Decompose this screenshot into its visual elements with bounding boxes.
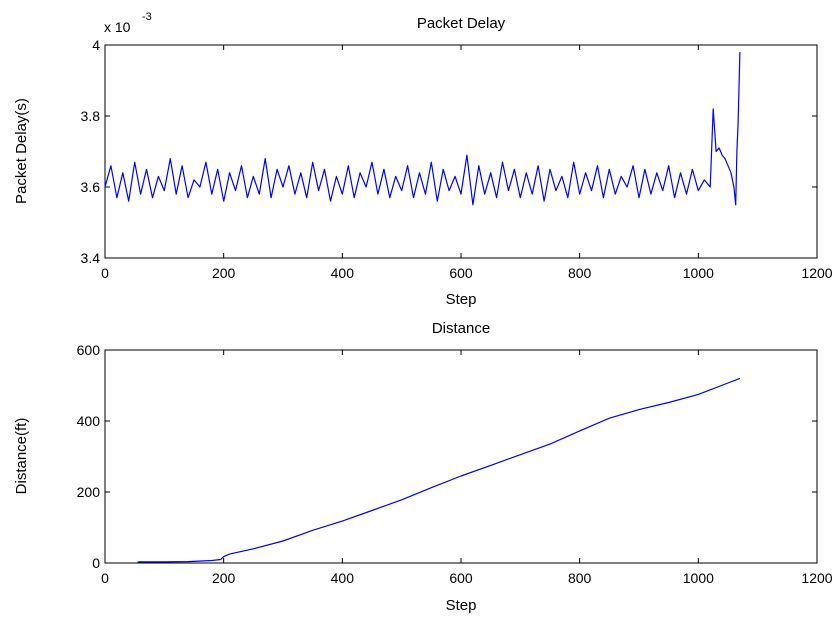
x-tick-label: 200 bbox=[212, 570, 236, 586]
y-tick-label: 3.6 bbox=[81, 179, 101, 195]
y-tick-label: 400 bbox=[77, 413, 101, 429]
packet-delay-title: Packet Delay bbox=[417, 15, 506, 32]
distance-plot-area bbox=[104, 349, 818, 564]
distance-title: Distance bbox=[432, 320, 490, 337]
y-tick-label: 0 bbox=[92, 555, 100, 571]
distance-axes: Distance Step Distance(ft) 0 200 400 600 800… bbox=[13, 320, 833, 614]
series-line-0 bbox=[104, 52, 741, 206]
packet-delay-axes: Packet Delay Step Packet Delay(s) x 10 -… bbox=[13, 11, 833, 308]
packet-delay-xlabel: Step bbox=[446, 291, 477, 308]
x-tick-label: 600 bbox=[449, 265, 473, 281]
y-tick-label: 4 bbox=[92, 37, 100, 53]
x-tick-label: 800 bbox=[568, 570, 592, 586]
y-tick-label: 600 bbox=[77, 342, 101, 358]
x-tick-label: 600 bbox=[449, 570, 473, 586]
packet-delay-exponent-base: x 10 bbox=[104, 19, 131, 35]
x-tick-label: 200 bbox=[212, 265, 236, 281]
x-tick-label: 0 bbox=[101, 265, 109, 281]
y-tick-label: 3.8 bbox=[81, 108, 101, 124]
packet-delay-plot-area bbox=[104, 44, 818, 259]
x-tick-label: 400 bbox=[331, 570, 355, 586]
x-tick-label: 0 bbox=[101, 570, 109, 586]
distance-ylabel: Distance(ft) bbox=[13, 418, 30, 495]
y-tick-label: 200 bbox=[77, 484, 101, 500]
x-tick-label: 1200 bbox=[801, 265, 832, 281]
packet-delay-exponent-power: -3 bbox=[142, 11, 152, 23]
y-tick-label: 3.4 bbox=[81, 250, 101, 266]
x-tick-label: 1200 bbox=[801, 570, 832, 586]
packet-delay-ylabel: Packet Delay(s) bbox=[13, 98, 30, 204]
x-tick-label: 1000 bbox=[683, 265, 714, 281]
x-tick-label: 1000 bbox=[683, 570, 714, 586]
x-tick-label: 800 bbox=[568, 265, 592, 281]
series-line-0 bbox=[137, 377, 741, 563]
x-tick-label: 400 bbox=[331, 265, 355, 281]
distance-xlabel: Step bbox=[446, 597, 477, 614]
